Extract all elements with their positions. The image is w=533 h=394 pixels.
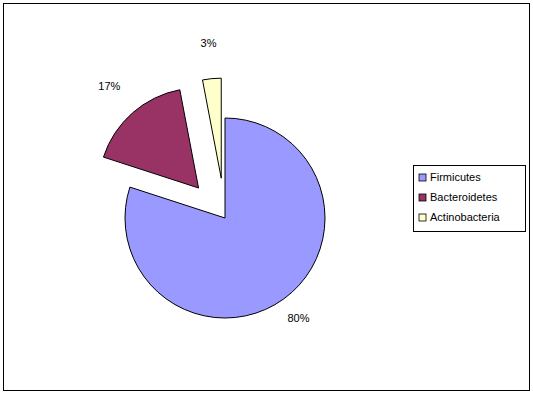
data-label: 17% xyxy=(98,80,120,92)
legend-swatch xyxy=(419,194,426,201)
legend-swatch xyxy=(419,214,426,221)
legend-label: Bacteroidetes xyxy=(430,191,498,203)
frame xyxy=(4,4,530,391)
legend-box xyxy=(414,166,526,232)
data-label: 3% xyxy=(201,37,217,49)
slice xyxy=(103,90,198,188)
slice xyxy=(202,78,221,178)
legend: Firmicutes Bacteroidetes Actinobacteria xyxy=(414,166,526,232)
data-label: 80% xyxy=(287,312,309,324)
pie: 80% 17% 3% xyxy=(98,37,325,324)
legend-label: Firmicutes xyxy=(430,171,481,183)
legend-label: Actinobacteria xyxy=(430,211,501,223)
chart: 80% 17% 3% Firmicutes Bacteroidetes Actinobac… xyxy=(0,0,533,394)
legend-swatch xyxy=(419,174,426,181)
